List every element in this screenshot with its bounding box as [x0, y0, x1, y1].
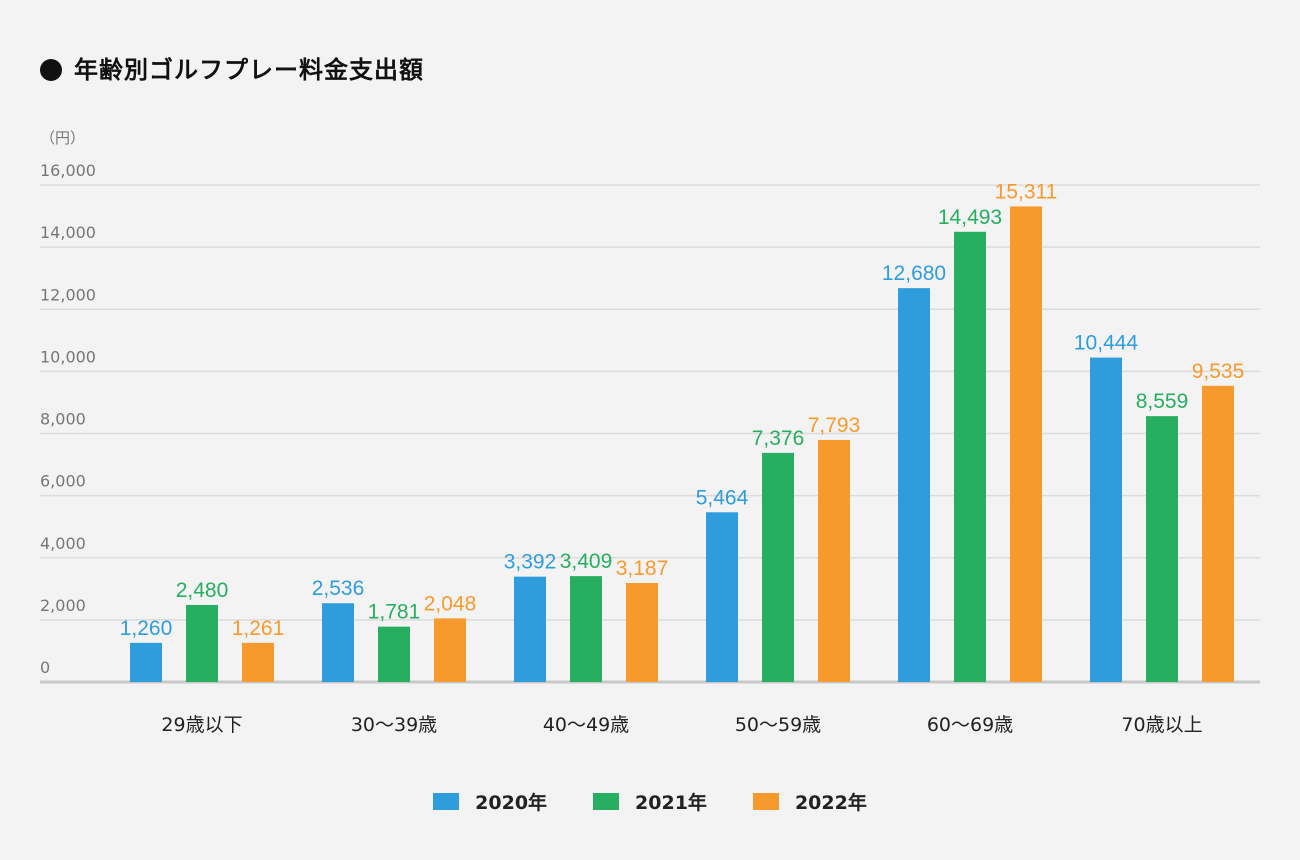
bullet-icon — [40, 59, 62, 81]
bar — [514, 576, 546, 682]
legend-swatch — [752, 793, 779, 810]
bar — [322, 603, 354, 682]
legend-item: 2021年 — [593, 788, 707, 815]
data-label: 7,376 — [752, 427, 805, 450]
legend-item: 2020年 — [433, 788, 547, 815]
data-label: 14,493 — [938, 206, 1002, 229]
data-label: 12,680 — [882, 262, 946, 285]
data-label: 3,187 — [616, 557, 669, 580]
legend-item: 2022年 — [752, 788, 867, 815]
chart-title-text: 年齢別ゴルフプレー料金支出額 — [74, 56, 424, 84]
y-tick-label: 2,000 — [40, 596, 86, 615]
data-label: 1,260 — [120, 617, 173, 640]
data-label: 1,781 — [368, 601, 421, 624]
data-label: 8,559 — [1136, 390, 1189, 413]
bar — [1010, 206, 1042, 682]
bar — [434, 618, 466, 682]
bar — [242, 642, 274, 682]
y-tick-label: 12,000 — [40, 285, 96, 304]
x-tick-label: 40〜49歳 — [543, 714, 629, 736]
data-label: 1,261 — [232, 617, 285, 640]
data-label: 2,480 — [176, 579, 229, 602]
legend-swatch — [433, 793, 460, 810]
bar — [626, 583, 658, 682]
legend-label: 2021年 — [635, 792, 707, 814]
bar — [570, 576, 602, 682]
data-label: 15,311 — [995, 180, 1058, 203]
legend-label: 2022年 — [794, 792, 867, 814]
x-tick-label: 30〜39歳 — [351, 714, 437, 736]
bar — [706, 512, 738, 682]
legend-swatch — [593, 793, 620, 810]
y-tick-label: 0 — [40, 658, 50, 677]
x-tick-label: 70歳以上 — [1121, 714, 1202, 736]
y-tick-label: 14,000 — [40, 223, 96, 242]
y-tick-label: 10,000 — [40, 347, 96, 366]
y-tick-label: 8,000 — [40, 410, 86, 429]
bar — [762, 452, 794, 682]
y-tick-label: 6,000 — [40, 472, 86, 491]
data-label: 10,444 — [1074, 332, 1139, 355]
bar — [130, 642, 162, 682]
y-axis-unit: （円） — [40, 129, 85, 147]
data-label: 5,464 — [696, 486, 749, 509]
y-tick-label: 16,000 — [40, 161, 96, 180]
chart-title: 年齢別ゴルフプレー料金支出額 — [40, 50, 424, 85]
bar — [1202, 385, 1234, 682]
bar — [1146, 416, 1178, 682]
x-tick-label: 60〜69歳 — [927, 714, 1013, 736]
bar — [954, 231, 986, 682]
data-label: 2,536 — [312, 577, 365, 600]
x-tick-label: 50〜59歳 — [735, 714, 821, 736]
bar — [818, 439, 850, 682]
y-tick-label: 4,000 — [40, 534, 86, 553]
x-tick-label: 29歳以下 — [161, 714, 242, 736]
bar — [1090, 357, 1122, 682]
bar — [378, 626, 410, 682]
legend: 2020年 2021年 2022年 — [0, 788, 1300, 815]
data-label: 2,048 — [424, 592, 477, 615]
data-label: 3,392 — [504, 551, 557, 574]
legend-label: 2020年 — [475, 792, 548, 814]
data-label: 9,535 — [1192, 360, 1245, 383]
bar — [898, 288, 930, 682]
data-label: 7,793 — [808, 414, 861, 437]
bar — [186, 604, 218, 682]
data-label: 3,409 — [560, 550, 613, 573]
